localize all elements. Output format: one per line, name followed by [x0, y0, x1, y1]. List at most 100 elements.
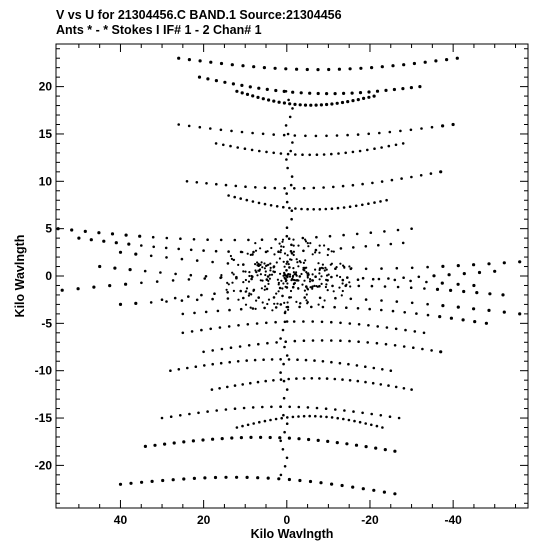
uv-point	[70, 228, 74, 232]
uv-point	[385, 326, 389, 329]
uv-point	[319, 481, 323, 485]
uv-point	[188, 412, 191, 416]
uv-point	[185, 180, 189, 183]
uv-point	[319, 415, 323, 418]
uv-point	[277, 250, 280, 253]
uv-point	[305, 299, 308, 302]
x-tick-label: 0	[283, 513, 290, 527]
uv-point	[271, 309, 274, 312]
uv-point	[393, 449, 397, 453]
uv-point	[292, 283, 295, 286]
uv-point	[189, 273, 193, 277]
uv-point	[281, 238, 285, 241]
uv-point	[351, 183, 355, 187]
uv-point	[321, 305, 325, 309]
uv-point	[366, 148, 369, 152]
uv-point	[333, 305, 336, 309]
uv-point	[330, 207, 334, 210]
uv-point	[282, 101, 286, 105]
uv-point	[118, 302, 123, 306]
uv-point	[425, 280, 428, 284]
uv-point	[451, 122, 455, 127]
uv-point	[273, 186, 277, 190]
uv-point	[289, 289, 293, 293]
uv-point	[343, 409, 346, 412]
uv-point	[330, 250, 333, 253]
uv-point	[364, 422, 368, 425]
uv-point	[305, 266, 308, 269]
uv-point	[382, 490, 386, 494]
uv-point	[320, 282, 323, 285]
uv-point	[331, 284, 334, 288]
uv-point	[286, 254, 289, 257]
uv-point	[377, 243, 380, 247]
uv-point	[290, 209, 294, 212]
uv-point	[89, 238, 93, 242]
uv-point	[222, 143, 225, 147]
uv-point	[259, 263, 262, 266]
y-tick-label: 15	[39, 127, 53, 141]
uv-point	[242, 296, 245, 300]
uv-point	[344, 151, 348, 155]
uv-point	[335, 101, 339, 105]
uv-point	[227, 325, 231, 328]
uv-point	[275, 261, 278, 264]
uv-point	[291, 285, 295, 289]
uv-point	[350, 267, 353, 270]
uv-point	[321, 360, 325, 363]
uv-point	[311, 273, 314, 276]
uv-point	[311, 287, 314, 290]
uv-point	[367, 324, 370, 327]
uv-point	[320, 320, 324, 324]
x-tick: 20	[197, 44, 211, 527]
uv-point	[284, 67, 288, 71]
uv-point	[270, 405, 273, 409]
uv-point	[336, 416, 340, 420]
x-axis-label: Kilo Wavlngth	[251, 527, 334, 541]
uv-point	[327, 67, 331, 72]
uv-point	[279, 371, 282, 374]
uv-point	[357, 284, 361, 288]
uv-point	[410, 301, 414, 305]
uv-point	[289, 296, 293, 299]
uv-point	[348, 67, 352, 71]
uv-point	[263, 419, 267, 423]
uv-point	[339, 339, 342, 343]
uv-point	[339, 247, 343, 250]
uv-point	[302, 249, 305, 253]
uv-point	[286, 152, 290, 156]
uv-point	[429, 172, 433, 175]
uv-point	[282, 274, 285, 277]
uv-point	[60, 288, 64, 292]
y-tick-label: -15	[35, 411, 53, 425]
uv-point	[518, 312, 522, 316]
uv-point	[284, 280, 287, 283]
uv-point	[235, 426, 239, 429]
uv-point	[286, 166, 289, 170]
uv-point	[219, 276, 222, 280]
uv-point	[349, 285, 352, 288]
uv-point	[426, 302, 429, 306]
uv-point	[206, 410, 209, 413]
uv-point	[292, 244, 295, 247]
uv-point	[287, 263, 290, 266]
uv-point	[422, 331, 426, 335]
uv-point	[226, 297, 230, 300]
uv-point	[140, 281, 143, 285]
uv-point	[313, 284, 316, 287]
x-tick-label: 40	[114, 513, 128, 527]
uv-point	[286, 282, 289, 285]
uv-point	[269, 418, 272, 422]
uv-point	[179, 237, 182, 240]
uv-point	[379, 200, 382, 203]
uv-point	[297, 265, 300, 268]
uv-point	[269, 262, 272, 265]
uv-point	[305, 293, 308, 296]
uv-point	[233, 407, 237, 411]
uv-point	[204, 275, 208, 278]
y-tick-label: 0	[45, 269, 52, 283]
uv-point	[236, 146, 239, 149]
uv-point	[279, 358, 282, 361]
uv-point	[195, 181, 199, 184]
uv-point	[380, 65, 384, 69]
